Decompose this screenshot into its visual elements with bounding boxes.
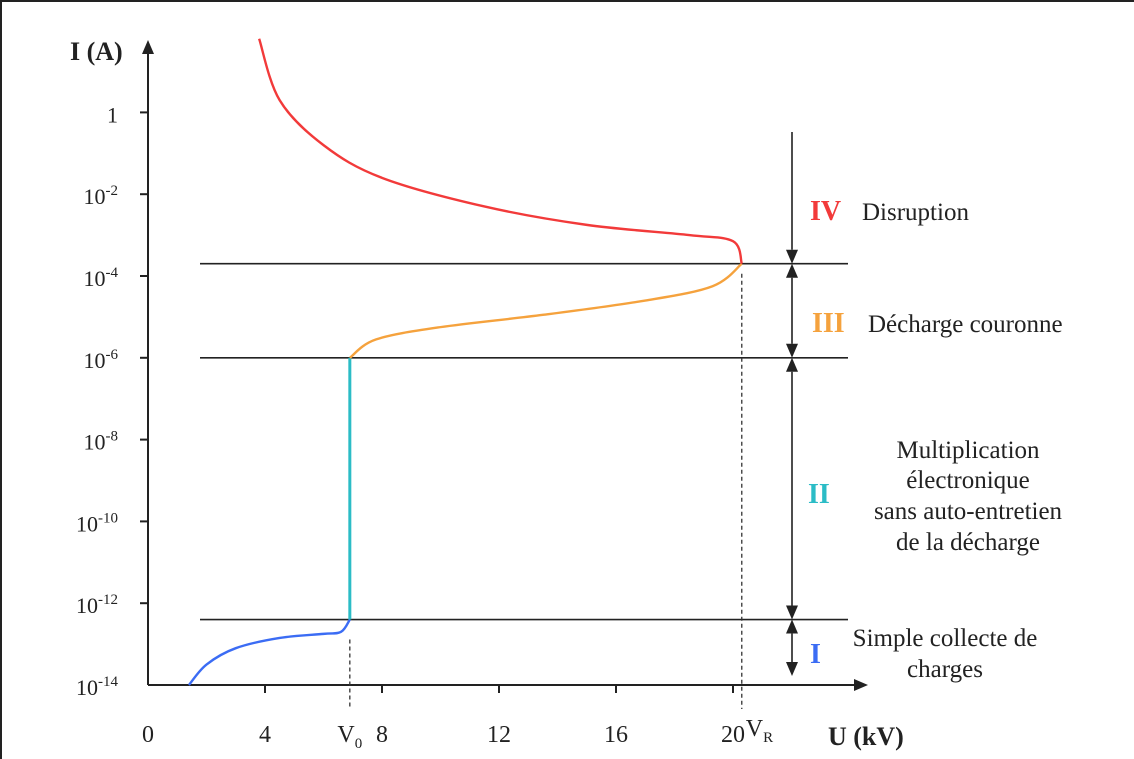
y-tick-label: 10-12 [76,592,118,618]
x-tick-label: 16 [604,722,628,748]
curve-region-iii [349,262,743,359]
x-tick-label: 20 [721,722,745,748]
region-arrow-head-up [786,357,798,372]
x-tick-label: 12 [487,722,511,748]
vr-label: VR [746,716,773,746]
v0-label: V0 [337,722,362,752]
y-tick-base: 10 [84,184,106,209]
y-tick-exponent: -12 [98,592,118,608]
region-arrow-head-up [786,263,798,278]
region-ii-description-line: électronique [906,467,1030,494]
y-tick-base: 10 [84,266,106,291]
vr-label-base: V [746,716,764,742]
y-tick-label: 10-6 [84,347,119,373]
y-tick-label: 10-4 [84,265,119,291]
y-tick-exponent: -2 [106,183,119,199]
y-tick-label: 1 [107,102,118,127]
region-ii-description-line: Multiplication [896,437,1040,464]
region-i-description-line: Simple collecte de [853,625,1038,652]
y-tick-label: 10-10 [76,510,118,536]
x-tick-label: 4 [259,722,271,748]
y-tick-exponent: -4 [106,265,119,281]
v0-label-sub: 0 [355,736,363,752]
y-tick-exponent: -14 [98,674,118,690]
region-iv-numeral: IV [810,196,841,227]
curve-region-i [188,618,351,686]
region-iii-description: Décharge couronne [868,311,1063,338]
y-tick-label: 10-2 [84,183,119,209]
y-tick-base: 10 [76,593,98,618]
region-ii-numeral: II [808,479,830,510]
x-axis-arrow [854,679,868,691]
region-i-description-line: charges [907,656,983,683]
y-tick-base: 10 [76,675,98,700]
y-tick-label: 10-8 [84,429,119,455]
region-ii-description-line: sans auto-entretien [874,498,1063,525]
y-tick-base: 10 [84,430,106,455]
x-axis-label: U (kV) [828,722,904,751]
region-i-numeral: I [810,639,821,670]
region-arrow-head-down [786,605,798,620]
region-arrow-head-down [786,662,798,676]
region-ii-description-line: de la décharge [896,529,1040,556]
y-tick-exponent: -6 [106,347,119,363]
vr-label-sub: R [763,730,773,746]
y-tick-base: 1 [107,102,118,127]
x-tick-label: 8 [376,722,388,748]
region-arrow-head-down [786,249,798,264]
region-arrow-head-up [786,619,798,634]
y-tick-exponent: -10 [98,510,118,526]
y-tick-label: 10-14 [76,674,118,700]
region-arrow-head-down [786,343,798,358]
y-axis-label: I (A) [70,37,123,66]
region-iii-numeral: III [812,308,845,339]
y-tick-base: 10 [84,348,106,373]
y-tick-base: 10 [76,511,98,536]
y-tick-exponent: -8 [106,429,119,445]
y-axis-arrow [142,40,154,54]
v0-label-base: V [337,722,355,748]
region-iv-description: Disruption [862,199,969,226]
curve-region-iv [258,38,743,265]
x-tick-label: 0 [142,722,154,748]
